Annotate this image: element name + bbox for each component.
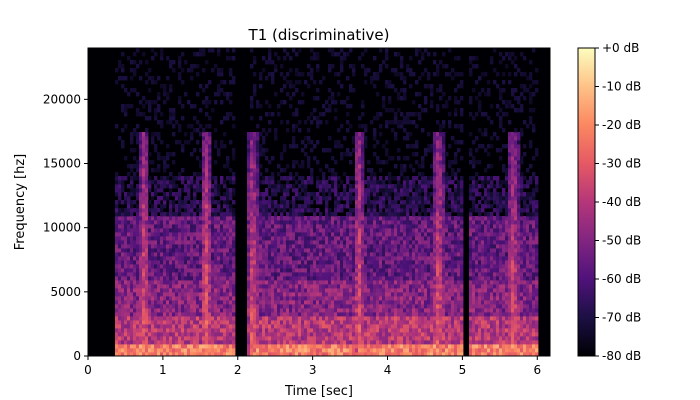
y-tick-label: 20000 <box>43 92 81 106</box>
colorbar-tick-label: -50 dB <box>602 234 641 248</box>
y-axis: 0 5000 10000 15000 20000 <box>43 92 88 363</box>
x-axis-label: Time [sec] <box>284 384 353 399</box>
x-axis: 0 1 2 3 4 5 6 <box>84 356 541 377</box>
x-tick-label: 0 <box>84 363 92 377</box>
x-tick-label: 3 <box>309 363 317 377</box>
colorbar-tick-label: -80 dB <box>602 349 641 363</box>
colorbar-tick-label: +0 dB <box>602 41 639 55</box>
x-tick-label: 6 <box>533 363 541 377</box>
colorbar <box>577 47 596 357</box>
colorbar-tick-label: -10 dB <box>602 80 641 94</box>
x-tick-label: 2 <box>234 363 242 377</box>
x-tick-label: 4 <box>384 363 392 377</box>
plot-frame <box>87 47 551 357</box>
colorbar-tick-label: -70 dB <box>602 311 641 325</box>
y-axis-label: Frequency [hz] <box>13 154 28 251</box>
chart-title: T1 (discriminative) <box>248 26 390 44</box>
colorbar-axis: +0 dB -10 dB -20 dB -30 dB -40 dB -50 dB -60 d… <box>595 41 641 363</box>
x-tick-label: 1 <box>159 363 167 377</box>
colorbar-tick-label: -60 dB <box>602 272 641 286</box>
x-tick-label: 5 <box>459 363 467 377</box>
y-tick-label: 10000 <box>43 221 81 235</box>
y-tick-label: 5000 <box>50 285 81 299</box>
colorbar-tick-label: -20 dB <box>602 118 641 132</box>
spectrogram-image <box>115 48 539 356</box>
colorbar-tick-label: -40 dB <box>602 195 641 209</box>
y-tick-label: 15000 <box>43 157 81 171</box>
y-tick-label: 0 <box>73 349 81 363</box>
colorbar-tick-label: -30 dB <box>602 157 641 171</box>
